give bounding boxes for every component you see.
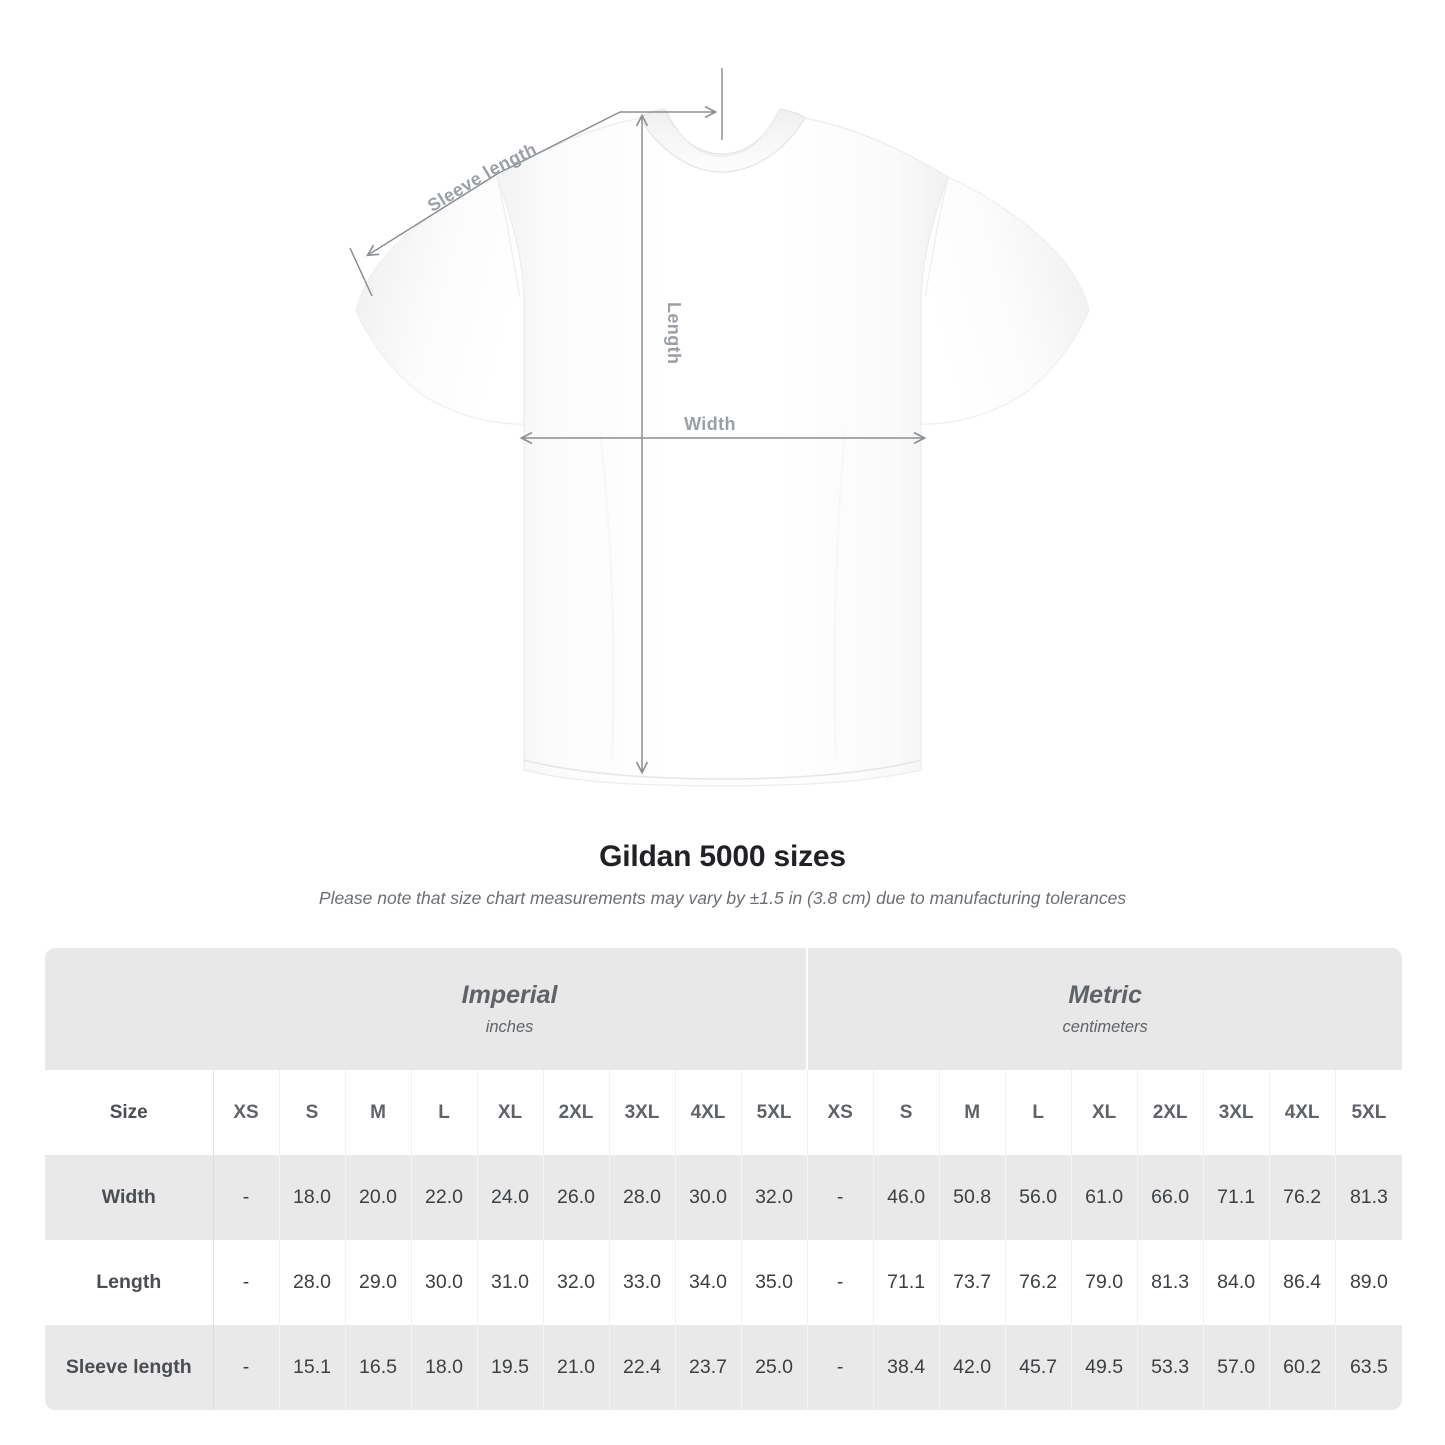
table-row: Length - 28.0 29.0 30.0 31.0 32.0 33.0 3… xyxy=(45,1240,1403,1325)
cell-length-imperial-s: 28.0 xyxy=(279,1240,346,1325)
size-header-metric-xs: XS xyxy=(806,1070,874,1155)
size-header-imperial-2xl: 2XL xyxy=(543,1070,610,1155)
size-header-label: Size xyxy=(45,1070,214,1155)
size-header-metric-2xl: 2XL xyxy=(1137,1070,1204,1155)
cell-sleeve-metric-xl: 49.5 xyxy=(1071,1325,1138,1410)
unit-banner-imperial: Imperial inches xyxy=(213,948,809,1070)
size-header-imperial-3xl: 3XL xyxy=(609,1070,676,1155)
size-header-imperial-s: S xyxy=(279,1070,346,1155)
cell-length-imperial-xl: 31.0 xyxy=(477,1240,544,1325)
length-label: Length xyxy=(664,302,684,364)
cell-length-metric-xs: - xyxy=(806,1240,874,1325)
tshirt-measurement-diagram: Sleeve length Length Width xyxy=(349,68,1090,787)
unit-sub-imperial: inches xyxy=(485,1018,534,1037)
table-row: Sleeve length - 15.1 16.5 18.0 19.5 21.0… xyxy=(45,1325,1403,1410)
cell-sleeve-imperial-l: 18.0 xyxy=(411,1325,478,1410)
cell-width-metric-3xl: 71.1 xyxy=(1203,1155,1270,1240)
page-title: Gildan 5000 sizes xyxy=(599,840,846,873)
cell-width-imperial-s: 18.0 xyxy=(279,1155,346,1240)
size-header-metric-l: L xyxy=(1005,1070,1072,1155)
tolerance-note: Please note that size chart measurements… xyxy=(318,888,1127,908)
cell-sleeve-metric-m: 42.0 xyxy=(939,1325,1006,1410)
unit-banner-metric: Metric centimeters xyxy=(807,948,1403,1070)
cell-width-imperial-xl: 24.0 xyxy=(477,1155,544,1240)
chart-heading: Gildan 5000 sizes Please note that size … xyxy=(0,840,1445,909)
cell-sleeve-imperial-s: 15.1 xyxy=(279,1325,346,1410)
cell-length-imperial-3xl: 33.0 xyxy=(609,1240,676,1325)
cell-length-imperial-2xl: 32.0 xyxy=(543,1240,610,1325)
size-header-row: Size XS S M L XL 2XL 3XL 4XL 5XL XS S M … xyxy=(45,1070,1403,1155)
cell-length-metric-l: 76.2 xyxy=(1005,1240,1072,1325)
cell-length-imperial-m: 29.0 xyxy=(345,1240,412,1325)
cell-length-metric-2xl: 81.3 xyxy=(1137,1240,1204,1325)
cell-width-imperial-l: 22.0 xyxy=(411,1155,478,1240)
cell-sleeve-imperial-4xl: 23.7 xyxy=(675,1325,742,1410)
cell-width-imperial-m: 20.0 xyxy=(345,1155,412,1240)
size-header-imperial-l: L xyxy=(411,1070,478,1155)
row-label-sleeve-length: Sleeve length xyxy=(45,1325,214,1410)
cell-length-metric-4xl: 86.4 xyxy=(1269,1240,1336,1325)
cell-length-metric-3xl: 84.0 xyxy=(1203,1240,1270,1325)
tshirt-graphic xyxy=(355,108,1090,787)
size-header-imperial-xs: XS xyxy=(213,1070,280,1155)
unit-sub-metric: centimeters xyxy=(1062,1018,1148,1037)
cell-width-metric-2xl: 66.0 xyxy=(1137,1155,1204,1240)
cell-length-imperial-4xl: 34.0 xyxy=(675,1240,742,1325)
cell-width-imperial-xs: - xyxy=(213,1155,280,1240)
cell-length-imperial-l: 30.0 xyxy=(411,1240,478,1325)
size-header-metric-3xl: 3XL xyxy=(1203,1070,1270,1155)
cell-sleeve-imperial-m: 16.5 xyxy=(345,1325,412,1410)
unit-banner-row: Imperial inches Metric centimeters xyxy=(45,948,1403,1070)
cell-sleeve-imperial-5xl: 25.0 xyxy=(741,1325,808,1410)
cell-width-metric-xs: - xyxy=(806,1155,874,1240)
cell-width-metric-s: 46.0 xyxy=(873,1155,940,1240)
row-label-width: Width xyxy=(45,1155,214,1240)
cell-length-imperial-xs: - xyxy=(213,1240,280,1325)
size-header-metric-m: M xyxy=(939,1070,1006,1155)
table-row: Width - 18.0 20.0 22.0 24.0 26.0 28.0 30… xyxy=(45,1155,1403,1240)
cell-sleeve-metric-l: 45.7 xyxy=(1005,1325,1072,1410)
size-header-metric-5xl: 5XL xyxy=(1335,1070,1403,1155)
unit-banner-spacer xyxy=(45,948,213,1070)
cell-length-metric-5xl: 89.0 xyxy=(1335,1240,1403,1325)
cell-width-imperial-2xl: 26.0 xyxy=(543,1155,610,1240)
cell-length-metric-m: 73.7 xyxy=(939,1240,1006,1325)
cell-width-imperial-4xl: 30.0 xyxy=(675,1155,742,1240)
cell-sleeve-metric-xs: - xyxy=(806,1325,874,1410)
width-label: Width xyxy=(684,414,736,434)
cell-sleeve-metric-2xl: 53.3 xyxy=(1137,1325,1204,1410)
size-header-metric-xl: XL xyxy=(1071,1070,1138,1155)
size-header-imperial-5xl: 5XL xyxy=(741,1070,808,1155)
row-label-length: Length xyxy=(45,1240,214,1325)
cell-sleeve-metric-3xl: 57.0 xyxy=(1203,1325,1270,1410)
size-table-wrapper: Imperial inches Metric centimeters Size … xyxy=(45,948,1403,1410)
cell-sleeve-imperial-xs: - xyxy=(213,1325,280,1410)
cell-sleeve-metric-4xl: 60.2 xyxy=(1269,1325,1336,1410)
cell-length-metric-s: 71.1 xyxy=(873,1240,940,1325)
cell-width-metric-m: 50.8 xyxy=(939,1155,1006,1240)
cell-width-metric-l: 56.0 xyxy=(1005,1155,1072,1240)
cell-sleeve-imperial-3xl: 22.4 xyxy=(609,1325,676,1410)
cell-sleeve-metric-5xl: 63.5 xyxy=(1335,1325,1403,1410)
unit-name-metric: Metric xyxy=(1068,980,1142,1009)
cell-length-metric-xl: 79.0 xyxy=(1071,1240,1138,1325)
cell-length-imperial-5xl: 35.0 xyxy=(741,1240,808,1325)
width-measure: Width xyxy=(519,414,927,445)
size-header-metric-s: S xyxy=(873,1070,940,1155)
size-header-metric-4xl: 4XL xyxy=(1269,1070,1336,1155)
size-chart-table: Imperial inches Metric centimeters Size … xyxy=(45,948,1403,1410)
size-header-imperial-xl: XL xyxy=(477,1070,544,1155)
cell-sleeve-imperial-2xl: 21.0 xyxy=(543,1325,610,1410)
cell-width-metric-5xl: 81.3 xyxy=(1335,1155,1403,1240)
cell-sleeve-metric-s: 38.4 xyxy=(873,1325,940,1410)
size-header-imperial-m: M xyxy=(345,1070,412,1155)
cell-width-imperial-5xl: 32.0 xyxy=(741,1155,808,1240)
cell-sleeve-imperial-xl: 19.5 xyxy=(477,1325,544,1410)
cell-width-metric-xl: 61.0 xyxy=(1071,1155,1138,1240)
cell-width-metric-4xl: 76.2 xyxy=(1269,1155,1336,1240)
size-header-imperial-4xl: 4XL xyxy=(675,1070,742,1155)
unit-name-imperial: Imperial xyxy=(461,980,558,1009)
cell-width-imperial-3xl: 28.0 xyxy=(609,1155,676,1240)
